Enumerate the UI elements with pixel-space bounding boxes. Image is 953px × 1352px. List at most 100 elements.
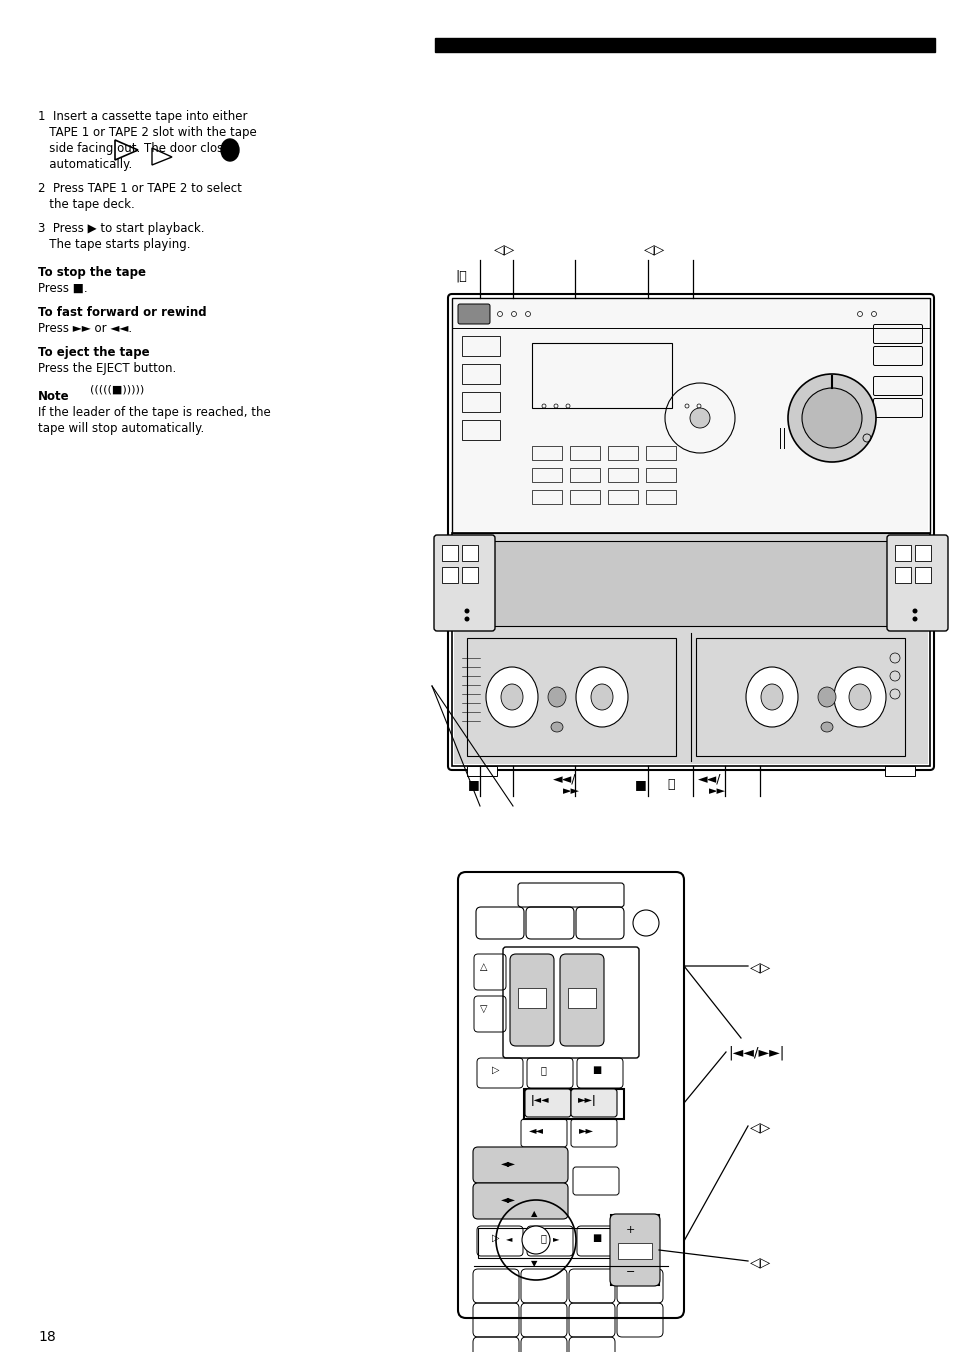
Text: ►►: ►► [578,1125,594,1134]
FancyBboxPatch shape [473,1146,567,1183]
Text: ■: ■ [592,1233,600,1242]
Bar [461,337,499,356]
Text: ▷: ▷ [492,1065,499,1075]
Bar [532,343,671,408]
Text: ◁▷: ◁▷ [749,1119,770,1134]
Bar [435,38,934,51]
Text: |◄◄: |◄◄ [531,1095,549,1106]
FancyBboxPatch shape [559,955,603,1046]
Bar [441,545,457,561]
Text: ■: ■ [592,1065,600,1075]
Bar [567,988,596,1009]
Bar [461,364,499,384]
Ellipse shape [485,667,537,727]
Text: the tape deck.: the tape deck. [38,197,134,211]
Bar [914,545,930,561]
Bar [569,468,599,483]
Bar [532,468,561,483]
Text: ◁▷: ◁▷ [749,960,770,973]
Text: ►: ► [553,1234,558,1242]
Ellipse shape [590,684,613,710]
Text: ■: ■ [468,777,479,791]
Bar [492,541,889,626]
Bar [607,489,638,504]
Text: ◁▷: ◁▷ [494,242,515,256]
Ellipse shape [911,617,917,622]
Bar [461,392,499,412]
Text: ■: ■ [635,777,646,791]
Bar [454,300,927,531]
Ellipse shape [760,684,782,710]
FancyBboxPatch shape [524,1088,571,1117]
Text: +: + [625,1225,635,1234]
Text: Press ■.: Press ■. [38,283,88,295]
Text: ⏸: ⏸ [540,1233,546,1242]
Text: (((((■))))): (((((■))))) [90,384,144,393]
Bar [454,535,927,764]
Bar [607,468,638,483]
Bar [894,566,910,583]
Ellipse shape [848,684,870,710]
Text: Note: Note [38,389,70,403]
FancyBboxPatch shape [434,535,495,631]
Ellipse shape [821,722,832,731]
Text: ◄◄: ◄◄ [529,1125,543,1134]
FancyBboxPatch shape [571,1088,617,1117]
Ellipse shape [500,684,522,710]
Text: 1  Insert a cassette tape into either: 1 Insert a cassette tape into either [38,110,247,123]
Text: ▷: ▷ [492,1233,499,1242]
Text: tape will stop automatically.: tape will stop automatically. [38,422,204,435]
Ellipse shape [787,375,875,462]
Bar [532,446,561,460]
Bar [441,566,457,583]
Bar [569,446,599,460]
Ellipse shape [464,617,469,622]
Ellipse shape [551,722,562,731]
Bar [467,767,497,776]
Text: side facing out. The door closes: side facing out. The door closes [38,142,236,155]
FancyBboxPatch shape [457,304,490,324]
Ellipse shape [833,667,885,727]
Ellipse shape [576,667,627,727]
FancyBboxPatch shape [510,955,554,1046]
Text: Press ►► or ◄◄.: Press ►► or ◄◄. [38,322,132,335]
Bar [618,1242,651,1259]
Bar [452,533,929,767]
Text: ◁▷: ◁▷ [749,1255,770,1270]
Bar [461,545,477,561]
Text: ◁▷: ◁▷ [643,242,664,256]
Text: To stop the tape: To stop the tape [38,266,146,279]
Text: ◄◄/: ◄◄/ [553,773,576,786]
Bar [532,489,561,504]
Text: △: △ [479,963,487,972]
FancyBboxPatch shape [473,1183,567,1220]
Text: Press the EJECT button.: Press the EJECT button. [38,362,176,375]
Bar [517,988,545,1009]
Text: To eject the tape: To eject the tape [38,346,150,360]
Bar [610,1215,659,1284]
Text: ►►|: ►►| [578,1095,596,1106]
Text: 2  Press TAPE 1 or TAPE 2 to select: 2 Press TAPE 1 or TAPE 2 to select [38,183,242,195]
Text: ◄◄/: ◄◄/ [698,773,720,786]
Ellipse shape [689,408,709,429]
Bar [645,489,676,504]
Bar [696,638,904,756]
Ellipse shape [221,139,239,161]
Text: ◄: ◄ [505,1234,512,1242]
Bar [645,468,676,483]
Bar [467,638,676,756]
Text: 3  Press ▶ to start playback.: 3 Press ▶ to start playback. [38,222,204,235]
Ellipse shape [911,608,917,614]
Ellipse shape [817,687,835,707]
Ellipse shape [521,1226,550,1255]
Text: ◄►: ◄► [500,1159,516,1168]
Ellipse shape [547,687,565,707]
Bar [452,297,929,533]
Bar [569,489,599,504]
Ellipse shape [745,667,797,727]
Bar [477,1228,622,1257]
Text: ▽: ▽ [479,1005,487,1014]
Text: ▲: ▲ [531,1209,537,1218]
Text: 18: 18 [38,1330,55,1344]
Text: ◄►: ◄► [500,1194,516,1205]
